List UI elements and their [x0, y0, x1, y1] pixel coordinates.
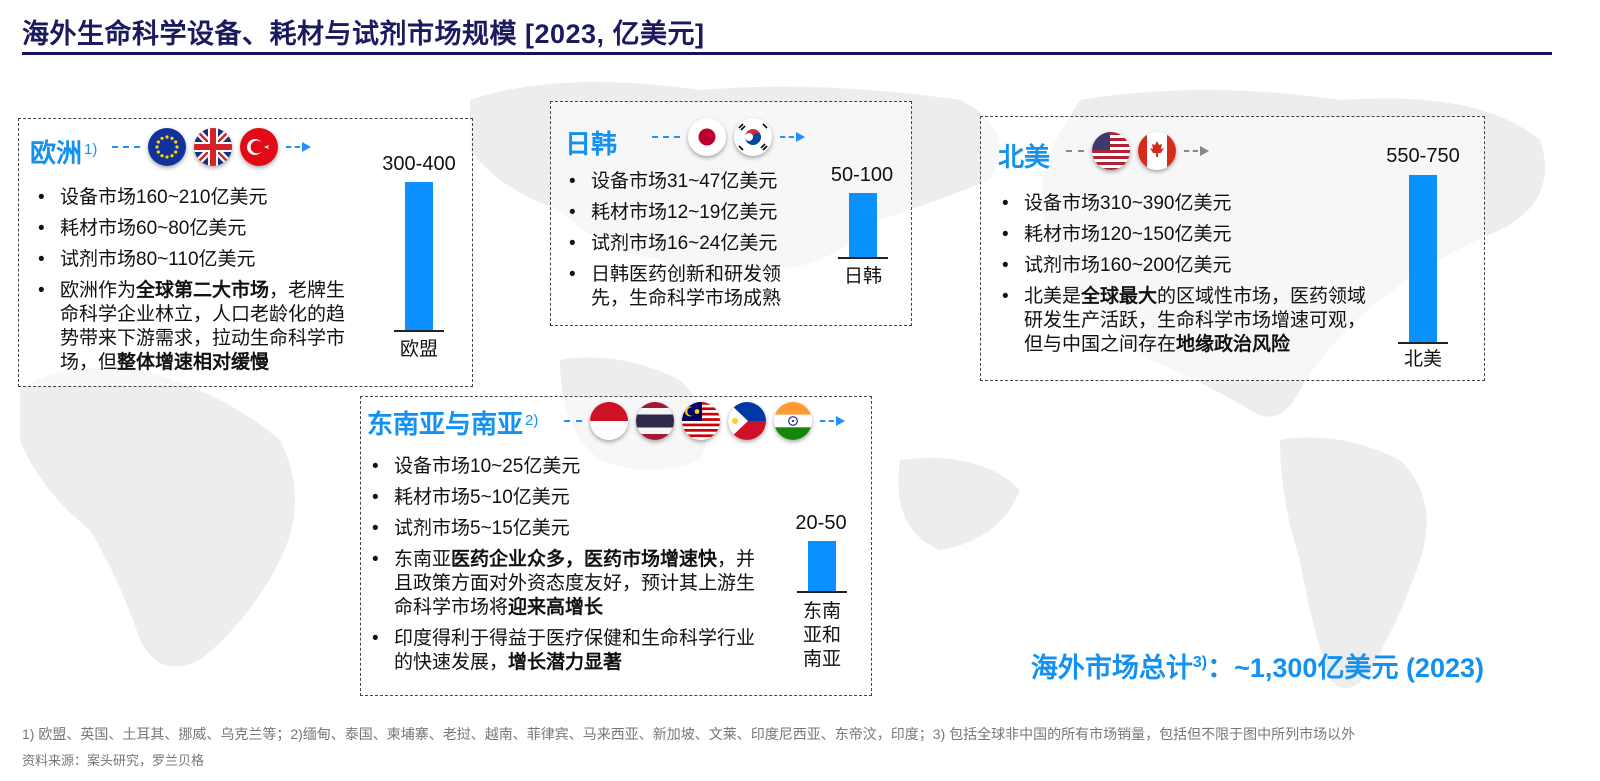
list-item: 试剂市场16~24亿美元 — [565, 232, 815, 256]
connector-dash — [286, 146, 300, 148]
list-item: 试剂市场80~110亿美元 — [34, 248, 356, 272]
list-item: 设备市场10~25亿美元 — [368, 455, 758, 479]
north-america-flag-row — [1062, 132, 1209, 170]
southeast-asia-description: 东南亚医药企业众多，医药市场增速快，并且政策方面对外资态度友好，预计其上游生命科… — [368, 548, 758, 620]
eu-flag-icon — [148, 128, 186, 166]
turkey-flag-icon — [240, 128, 278, 166]
thailand-flag-icon — [636, 402, 674, 440]
southeast-south-asia-region-name: 东南亚与南亚 — [367, 409, 524, 439]
southeast-asia-bar-value: 20-50 — [795, 512, 847, 534]
japan-korea-bar-label: 日韩 — [843, 266, 882, 287]
source-note: 资料来源：案头研究，罗兰贝格 — [22, 753, 205, 768]
uk-flag-icon — [194, 128, 232, 166]
total-footnote-marker: 3) — [1192, 654, 1208, 671]
north-america-bar — [1409, 175, 1437, 342]
japan-korea-region-title: 日韩 — [565, 129, 618, 159]
title-divider — [22, 52, 1552, 55]
connector-dash — [652, 136, 680, 138]
europe-bar-label: 欧盟 — [399, 339, 438, 360]
canada-flag-icon — [1138, 132, 1176, 170]
europe-footnote-marker: 1) — [84, 141, 98, 158]
southeast-asia-bar-baseline — [797, 591, 847, 593]
japan-flag-icon — [688, 118, 726, 156]
europe-bar-value: 300-400 — [382, 153, 456, 175]
japan-korea-bar — [849, 193, 877, 257]
page-title: 海外生命科学设备、耗材与试剂市场规模 [2023, 亿美元] — [22, 19, 705, 49]
europe-region-name: 欧洲 — [30, 138, 83, 168]
north-america-bar-value: 550-750 — [1386, 145, 1460, 167]
malaysia-flag-icon — [682, 402, 720, 440]
southeast-south-asia-flag-row — [560, 402, 845, 440]
list-item: 试剂市场5~15亿美元 — [368, 517, 758, 541]
list-item: 设备市场310~390亿美元 — [998, 192, 1378, 216]
southeast-asia-footnote-marker: 2) — [525, 412, 539, 429]
connector-dash — [820, 420, 834, 422]
connector-dash — [780, 136, 794, 138]
connector-dash — [1066, 150, 1084, 152]
europe-bar — [405, 182, 433, 330]
southeast-south-asia-bullet-list: 设备市场10~25亿美元 耗材市场5~10亿美元 试剂市场5~15亿美元 东南亚… — [368, 455, 758, 682]
india-flag-icon — [774, 402, 812, 440]
southeast-asia-bar-label: 东南 亚和 南亚 — [802, 601, 841, 670]
list-item: 试剂市场160~200亿美元 — [998, 254, 1378, 278]
europe-region-title: 欧洲 1) — [30, 133, 97, 170]
japan-korea-description: 日韩医药创新和研发领先，生命科学市场成熟 — [565, 263, 815, 311]
europe-flag-row — [108, 128, 311, 166]
connector-arrow — [1200, 146, 1209, 156]
connector-arrow — [302, 142, 311, 152]
connector-dash — [564, 420, 582, 422]
north-america-region-title: 北美 — [998, 142, 1051, 172]
connector-dash — [112, 146, 140, 148]
connector-arrow — [836, 416, 845, 426]
europe-bar-baseline — [394, 330, 444, 332]
connector-arrow — [796, 132, 805, 142]
southeast-south-asia-region-title: 东南亚与南亚 2) — [367, 404, 538, 441]
overseas-total-label: 海外市场总计 — [1030, 653, 1193, 683]
footnote: 1) 欧盟、英国、土耳其、挪威、乌克兰等；2)缅甸、泰国、柬埔寨、老挝、越南、菲… — [22, 726, 1356, 742]
japan-korea-bullet-list: 设备市场31~47亿美元 耗材市场12~19亿美元 试剂市场16~24亿美元 日… — [565, 170, 815, 318]
list-item: 耗材市场12~19亿美元 — [565, 201, 815, 225]
list-item: 设备市场31~47亿美元 — [565, 170, 815, 194]
north-america-bar-label: 北美 — [1403, 349, 1442, 370]
japan-korea-bar-baseline — [838, 257, 888, 259]
indonesia-flag-icon — [590, 402, 628, 440]
philippines-flag-icon — [728, 402, 766, 440]
japan-korea-flag-row — [648, 118, 805, 156]
southeast-asia-bar — [808, 541, 836, 591]
india-description: 印度得利于得益于医疗保健和生命科学行业的快速发展，增长潜力显著 — [368, 627, 758, 675]
overseas-total-value: ：~1,300亿美元 (2023) — [1207, 653, 1484, 683]
europe-bullet-list: 设备市场160~210亿美元 耗材市场60~80亿美元 试剂市场80~110亿美… — [34, 186, 356, 382]
list-item: 耗材市场60~80亿美元 — [34, 217, 356, 241]
north-america-bullet-list: 设备市场310~390亿美元 耗材市场120~150亿美元 试剂市场160~20… — [998, 192, 1378, 364]
usa-flag-icon — [1092, 132, 1130, 170]
list-item: 设备市场160~210亿美元 — [34, 186, 356, 210]
north-america-bar-baseline — [1398, 342, 1448, 344]
japan-korea-bar-value: 50-100 — [830, 164, 894, 186]
connector-dash — [1184, 150, 1198, 152]
europe-description: 欧洲作为全球第二大市场，老牌生命科学企业林立，人口老龄化的趋势带来下游需求，拉动… — [34, 279, 356, 375]
list-item: 耗材市场5~10亿美元 — [368, 486, 758, 510]
korea-flag-icon — [734, 118, 772, 156]
list-item: 耗材市场120~150亿美元 — [998, 223, 1378, 247]
north-america-description: 北美是全球最大的区域性市场，医药领域研发生产活跃，生命科学市场增速可观，但与中国… — [998, 285, 1378, 357]
overseas-total: 海外市场总计3)：~1,300亿美元 (2023) — [1031, 646, 1484, 685]
